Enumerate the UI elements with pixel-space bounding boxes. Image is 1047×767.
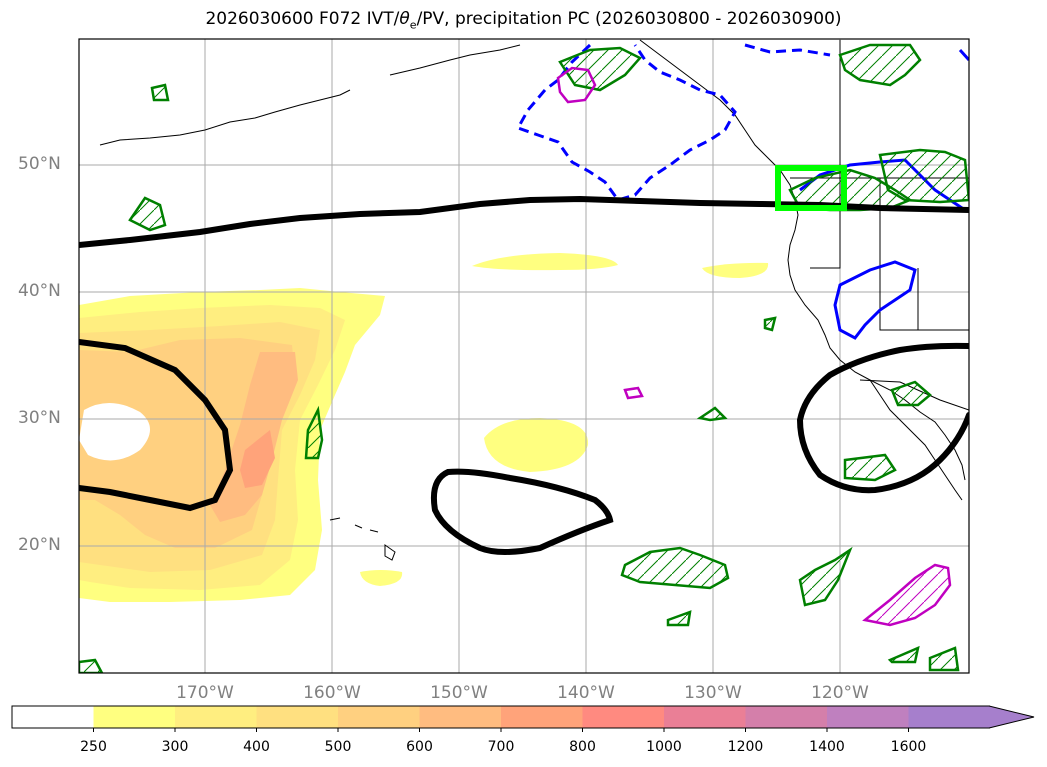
- ivt-250-blob-a: [472, 253, 618, 271]
- pv-jet-contour: [79, 195, 969, 248]
- colorbar-segment: [664, 706, 746, 728]
- target-region-box: [775, 165, 847, 211]
- colorbar-extend-arrow: [988, 705, 1035, 729]
- lat-label-30: 30°N: [18, 408, 61, 428]
- ivt-250-blob-b: [702, 262, 769, 278]
- coast-hawaii: [329, 517, 396, 561]
- colorbar-tick-label: 800: [569, 739, 596, 755]
- colorbar: [11, 705, 1035, 732]
- colorbar-segment: [745, 706, 828, 728]
- colorbar-segment: [582, 706, 665, 728]
- blue-dashed-north: [744, 43, 831, 57]
- colorbar-segment: [908, 706, 991, 728]
- ivt-600-region: [210, 352, 298, 522]
- colorbar-tick-label: 500: [324, 739, 352, 755]
- blue-dashed-gulf: [515, 43, 737, 202]
- colorbar-tick-label: 1600: [890, 739, 927, 755]
- coast-alaska-islands: [389, 44, 521, 76]
- magenta-small: [623, 386, 644, 400]
- magenta-gulf: [556, 66, 597, 104]
- coast-bc-alaska: [639, 39, 966, 481]
- coast-alaska: [99, 89, 351, 146]
- map-frame: [78, 38, 970, 674]
- colorbar-segment: [175, 706, 257, 728]
- colorbar-tick-label: 400: [243, 739, 270, 755]
- green-offshore-left: [128, 196, 167, 232]
- lat-label-50: 50°N: [18, 154, 61, 174]
- colorbar-tick-label: 300: [161, 739, 189, 755]
- green-small-2: [763, 316, 777, 332]
- green-small-7: [150, 83, 170, 102]
- ivt-700-region: [240, 430, 275, 488]
- green-small-4: [887, 645, 920, 664]
- precip-positive-contours: [79, 43, 969, 673]
- ivt-250-blob-d: [360, 570, 403, 586]
- colorbar-tick-label: 250: [80, 739, 107, 755]
- lon-label-150w: 150°W: [430, 683, 488, 703]
- lat-label-40: 40°N: [18, 281, 61, 301]
- green-mid: [304, 405, 324, 460]
- colorbar-segment: [501, 706, 583, 728]
- green-mexico: [843, 453, 897, 482]
- blue-solid-ne: [958, 48, 969, 62]
- colorbar-tick-label: 1200: [727, 739, 764, 755]
- colorbar-segment: [93, 706, 176, 728]
- ivt-low-ellipse: [79, 402, 150, 461]
- blue-solid-great-basin: [833, 260, 917, 340]
- green-subtropics-a: [620, 546, 730, 590]
- coastlines: [99, 39, 969, 561]
- green-north-block: [838, 43, 922, 87]
- colorbar-segment: [419, 706, 502, 728]
- pv-east-low: [796, 342, 969, 494]
- colorbar-tick-label: 1000: [646, 739, 682, 755]
- lon-label-160w: 160°W: [303, 683, 361, 703]
- green-subtropics-b: [798, 546, 853, 607]
- lat-label-20: 20°N: [18, 535, 61, 555]
- green-small-6: [79, 658, 104, 673]
- lon-label-140w: 140°W: [557, 683, 615, 703]
- green-small-3: [666, 610, 692, 627]
- colorbar-segment: [338, 706, 420, 728]
- green-baja: [890, 380, 932, 407]
- colorbar-tick-label: 600: [406, 739, 433, 755]
- theta-e-pv-contours: [79, 195, 969, 555]
- colorbar-tick-label: 700: [487, 739, 515, 755]
- green-small-1: [696, 406, 728, 422]
- colorbar-tick-label: 1400: [809, 739, 845, 755]
- map-title: 2026030600 F072 IVT/θe/PV, precipitation…: [205, 9, 842, 32]
- magenta-contours: [556, 66, 952, 627]
- green-bc-coast: [558, 46, 643, 92]
- colorbar-segment: [256, 706, 339, 728]
- pv-west-low: [79, 339, 234, 512]
- pv-central-cutoff: [430, 468, 614, 555]
- green-small-5: [928, 646, 960, 672]
- ivt-250-blob-c: [484, 418, 589, 472]
- lon-label-130w: 130°W: [684, 683, 742, 703]
- colorbar-segment: [12, 706, 94, 728]
- magenta-south: [862, 563, 952, 627]
- green-rockies: [878, 148, 969, 204]
- border-state-4: [879, 268, 969, 331]
- colorbar-segment: [827, 706, 909, 728]
- coast-baja: [869, 379, 963, 501]
- lon-label-170w: 170°W: [176, 683, 234, 703]
- lon-label-120w: 120°W: [811, 683, 869, 703]
